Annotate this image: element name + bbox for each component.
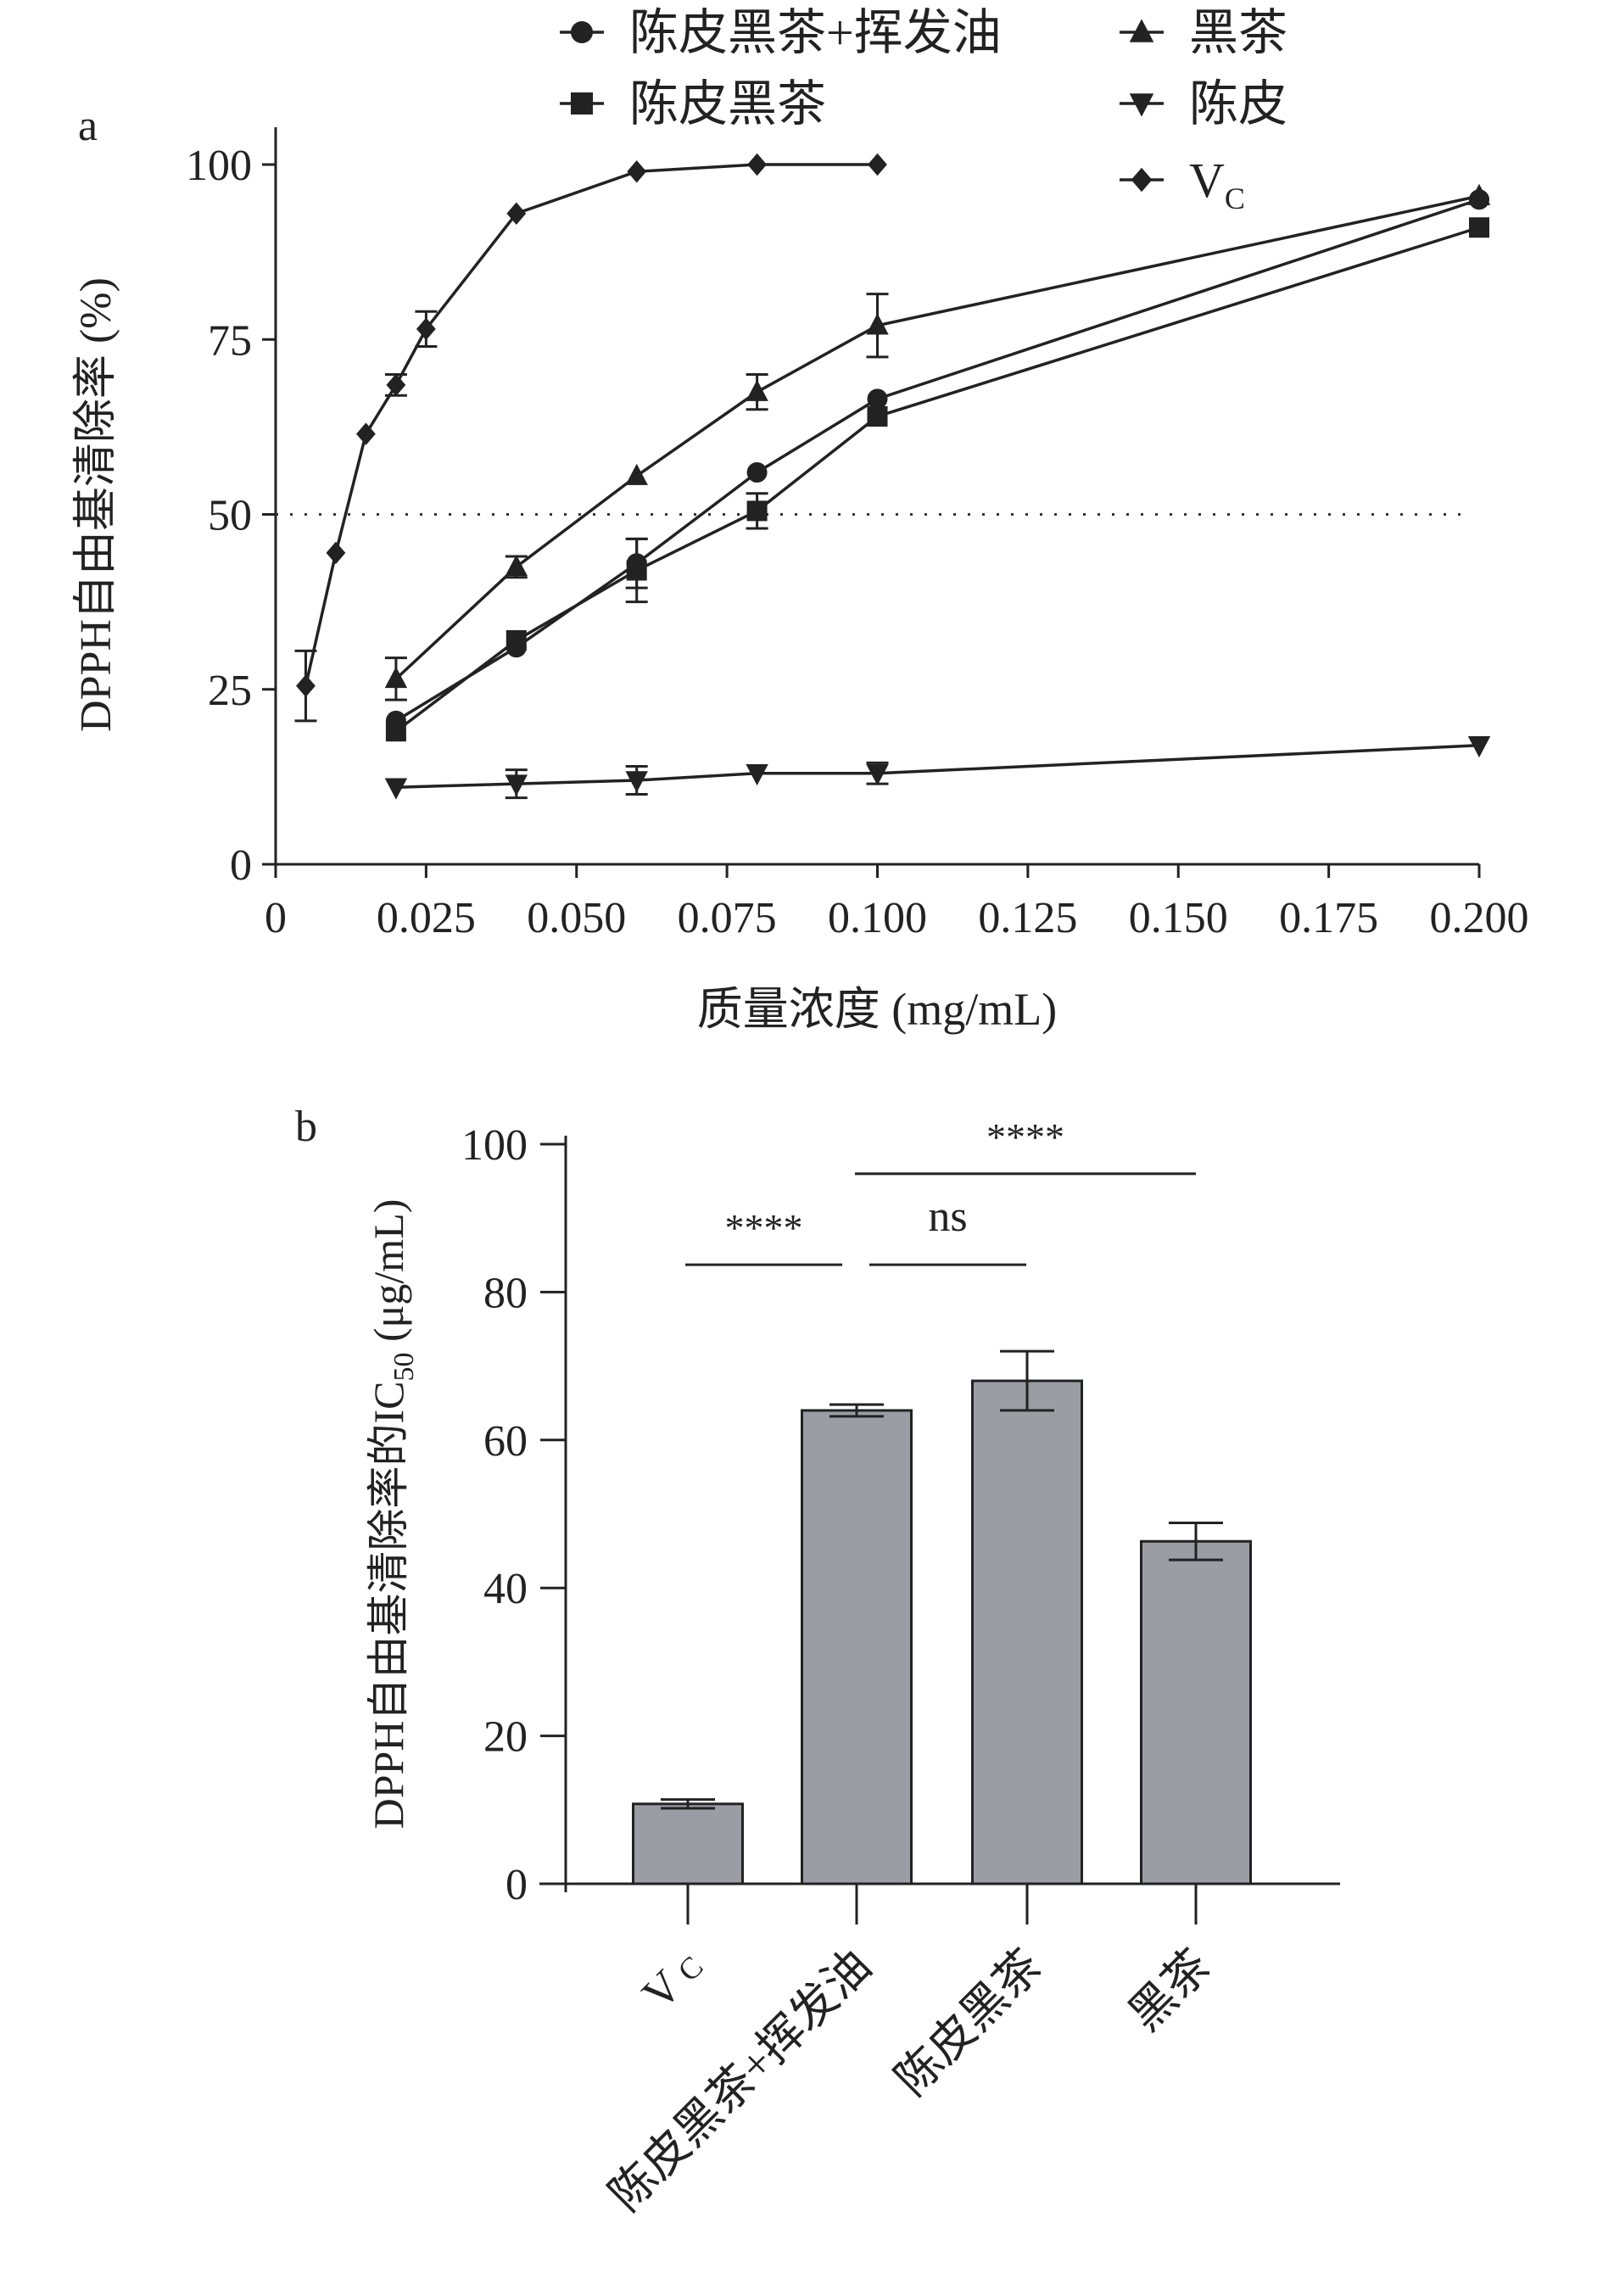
- significance-label: ns: [928, 1193, 967, 1241]
- panel-b: b DPPH自由基清除率的IC50 (μg/mL) 0 20 40 60 80 100 VC…: [295, 1103, 1340, 2221]
- legend-label: VC: [1189, 153, 1245, 215]
- significance-label: ****: [725, 1206, 803, 1249]
- legend-label: 黑茶: [1189, 5, 1287, 60]
- y-axis-label: DPPH自由基清除率 (%): [72, 277, 120, 732]
- x-tick-label: 0.025: [377, 894, 476, 942]
- x-tick-label: 0.050: [527, 894, 626, 942]
- data-point: [1467, 183, 1491, 205]
- data-point: [356, 422, 376, 445]
- y-tick-label: 60: [483, 1417, 528, 1466]
- legend-label: 陈皮黑茶+挥发油: [629, 5, 1002, 60]
- series-line: [395, 744, 1480, 789]
- legend-label-text: 黑茶: [1189, 5, 1287, 60]
- x-tick-label: 0.175: [1279, 894, 1378, 942]
- data-point: [506, 202, 527, 225]
- x-tick-label: 0.200: [1430, 894, 1529, 942]
- y-tick-label: 100: [461, 1121, 528, 1170]
- panel-b-label: b: [295, 1103, 317, 1151]
- x-tick-label: 0.100: [828, 894, 927, 942]
- panel-a-label: a: [78, 102, 98, 150]
- data-point: [746, 379, 768, 401]
- legend-marker: [1131, 167, 1153, 193]
- series-line: [304, 163, 878, 687]
- legend-label-text: V: [1189, 153, 1225, 208]
- series-line: [394, 198, 1480, 723]
- data-point: [747, 153, 767, 176]
- series-line: [394, 194, 1480, 680]
- legend-label-text: 陈皮: [1189, 76, 1287, 131]
- data-point: [1467, 735, 1491, 758]
- y-tick-label: 20: [483, 1713, 528, 1762]
- legend-marker: [1129, 19, 1154, 42]
- legend-marker: [1129, 93, 1154, 117]
- data-point: [746, 462, 768, 483]
- x-tick-label: 0.150: [1129, 894, 1228, 942]
- data-point: [326, 541, 346, 565]
- y-tick-label: 50: [208, 492, 252, 540]
- data-point: [384, 666, 408, 689]
- data-point: [385, 721, 406, 742]
- x-tick-label: 0: [265, 894, 287, 942]
- y-tick-label: 25: [208, 667, 252, 715]
- x-tick-label: VC: [632, 1940, 712, 2019]
- y-axis-label-unit: (μg/mL): [365, 1199, 412, 1353]
- data-point: [505, 554, 528, 577]
- data-point: [868, 153, 887, 176]
- y-tick-label: 100: [186, 142, 252, 190]
- y-tick-label: 40: [483, 1565, 528, 1613]
- bar: [1140, 1539, 1252, 1885]
- legend-label-text: 陈皮黑茶+挥发油: [629, 5, 1002, 60]
- data-point: [625, 771, 648, 793]
- x-tick-label-text: 陈皮黑茶: [885, 1940, 1051, 2105]
- x-axis-label: 质量浓度 (mg/mL): [697, 984, 1057, 1035]
- data-point: [1469, 217, 1489, 238]
- data-point: [867, 388, 888, 410]
- bar: [632, 1802, 744, 1885]
- legend-marker: [571, 92, 593, 115]
- y-tick-label: 75: [208, 316, 252, 365]
- legend-label-sub: C: [1225, 182, 1245, 215]
- y-tick-label: 80: [483, 1269, 528, 1317]
- legend-label: 陈皮: [1189, 76, 1287, 131]
- data-point: [866, 763, 889, 786]
- data-point: [386, 373, 406, 397]
- data-point: [867, 406, 888, 427]
- panel-a: a 质量浓度 (mg/mL) DPPH自由基清除率 (%) 0 25 50 75 100…: [72, 5, 1529, 1035]
- y-axis-label-text: DPPH自由基清除率的IC: [365, 1382, 412, 1830]
- data-point: [746, 500, 768, 522]
- data-point: [627, 160, 647, 183]
- x-tick-label: 0.125: [978, 894, 1077, 942]
- x-tick-label: 0.075: [678, 894, 777, 942]
- legend-marker: [571, 21, 593, 43]
- data-point: [416, 317, 436, 341]
- data-point: [746, 763, 768, 786]
- legend-label: 陈皮黑茶: [629, 76, 826, 131]
- data-point: [505, 630, 527, 651]
- x-tick-label: 黑茶: [1120, 1940, 1220, 2041]
- data-point: [384, 778, 408, 800]
- significance-label: ****: [986, 1115, 1064, 1159]
- data-point: [505, 774, 528, 796]
- y-tick-label: 0: [505, 1861, 528, 1909]
- bar: [801, 1409, 913, 1885]
- data-point: [625, 463, 648, 485]
- y-axis-label-sub: 50: [388, 1353, 420, 1382]
- series-line: [394, 226, 1480, 733]
- y-tick-label: 0: [230, 841, 252, 890]
- data-point: [296, 674, 316, 697]
- bar: [971, 1379, 1083, 1885]
- x-tick-label-text: 黑茶: [1120, 1940, 1220, 2041]
- legend-label-text: 陈皮黑茶: [629, 76, 826, 131]
- data-point: [626, 560, 647, 581]
- y-axis-label-b: DPPH自由基清除率的IC50 (μg/mL): [365, 1199, 420, 1830]
- data-point: [866, 313, 889, 335]
- x-tick-label: 陈皮黑茶: [885, 1940, 1051, 2105]
